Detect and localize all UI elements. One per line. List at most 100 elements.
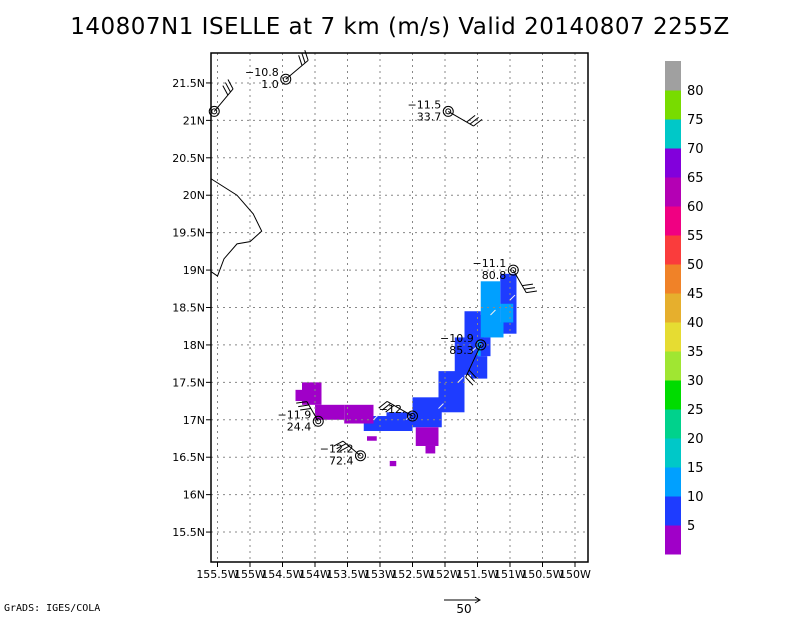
station-label-secondary: 72.4 [329, 455, 354, 468]
wind-barb-staff [465, 344, 482, 378]
wind-vector [373, 414, 379, 421]
y-tick-label: 19.5N [172, 227, 205, 240]
station-marker: −12. [378, 400, 418, 422]
x-tick-label: 154W [299, 568, 331, 581]
colorbar-segment [665, 148, 681, 178]
station-ring-inner [445, 108, 452, 115]
colorbar-segment [665, 525, 681, 555]
station-label-secondary: 85.3 [449, 344, 474, 357]
wind-barb-feather [524, 287, 535, 290]
wind-barb-feather [468, 369, 477, 379]
coastline-layer [210, 178, 263, 277]
colorbar-label: 20 [687, 432, 704, 447]
y-tick-label: 15.5N [172, 526, 205, 539]
y-tick-label: 17.5N [172, 376, 205, 389]
station-marker: −12.272.4 [320, 440, 366, 468]
colorbar-segment [665, 467, 681, 497]
station-ring-outer [407, 410, 418, 422]
x-tick-label: 153.5W [326, 568, 368, 581]
wind-vector [470, 347, 477, 353]
station-ring-outer [475, 339, 487, 351]
x-tick-label: 152W [429, 568, 461, 581]
station-marker: −10.985.3 [440, 332, 487, 386]
colorbar-segment [665, 61, 681, 91]
swath-cell [344, 404, 374, 424]
wind-barb-staff [447, 110, 474, 127]
swath-cell [484, 322, 504, 338]
colorbar-segment [665, 119, 681, 149]
wind-barb-feather [522, 283, 533, 287]
wind-barb-feather [300, 408, 311, 411]
wind-barb-feather [304, 50, 309, 61]
colorbar-label: 80 [687, 84, 704, 99]
station-label-secondary: 80.8 [482, 269, 507, 282]
station-label-primary: −12. [379, 403, 406, 416]
y-tick-label: 20.5N [172, 152, 205, 165]
swath-cell [415, 427, 439, 446]
reference-vector-arrow [444, 596, 481, 604]
x-tick-label: 154.5W [261, 568, 303, 581]
y-tick-label: 18.5N [172, 302, 205, 315]
colorbar: 5 10 15 20 25 30 35 40 45 50 55 60 65 70 75 80 [665, 61, 704, 555]
station-ring-outer [442, 105, 454, 117]
station-marker: −11.533.7 [408, 98, 483, 127]
wind-barb-feather [526, 290, 537, 294]
colorbar-label: 30 [687, 374, 704, 389]
wind-barb-feather [301, 52, 306, 64]
station-label-secondary: 1.0 [261, 78, 279, 91]
colorbar-segment [665, 351, 681, 381]
swath-cell [315, 404, 345, 420]
swath-cell [412, 397, 442, 428]
colorbar-label: 15 [687, 461, 704, 476]
swath-cell [500, 303, 514, 323]
colorbar-label: 35 [687, 345, 704, 360]
wind-barb-feather [336, 443, 347, 450]
grid-lines [211, 53, 588, 562]
y-axis-tick-labels: 15.5N 16N 16.5N 17N 17.5N 18N 18.5N 19N 19.5N 20N… [172, 77, 211, 539]
wind-vector [490, 309, 496, 316]
colorbar-label: 50 [687, 258, 704, 273]
x-tick-label: 150.5W [521, 568, 563, 581]
colorbar-label: 10 [687, 490, 704, 505]
wind-barb-feather [378, 401, 388, 409]
station-ring-inner [477, 341, 484, 348]
wind-barb-feather [466, 373, 476, 382]
station-ring-inner [315, 418, 322, 425]
colorbar-segment [665, 322, 681, 352]
station-label-primary: −10.9 [440, 332, 474, 345]
wind-swath-layer [295, 273, 517, 467]
colorbar-segment [665, 293, 681, 323]
colorbar-label: 70 [687, 142, 704, 157]
station-ring-inner [357, 452, 364, 459]
swath-cell [389, 460, 397, 467]
station-label-primary: −11.5 [408, 98, 442, 111]
wind-barb-staff [512, 269, 527, 293]
wind-barb-feather [227, 79, 234, 90]
colorbar-label: 60 [687, 200, 704, 215]
y-tick-label: 19N [183, 264, 205, 277]
swath-cell [480, 281, 501, 330]
wind-barb-feather [469, 116, 479, 125]
reference-vector-label: 50 [456, 602, 472, 616]
wind-barb-feather [339, 445, 350, 452]
station-marker: −11.924.4 [278, 401, 324, 433]
wind-vector [509, 294, 516, 301]
colorbar-label: 55 [687, 229, 704, 244]
y-tick-label: 20N [183, 189, 205, 202]
colorbar-label: 25 [687, 403, 704, 418]
wind-barb-feather [298, 55, 303, 66]
x-tick-label: 155W [234, 568, 266, 581]
x-tick-label: 150W [559, 568, 591, 581]
colorbar-segment [665, 380, 681, 410]
station-label-secondary: 24.4 [287, 420, 312, 433]
y-tick-label: 16N [183, 489, 205, 502]
wind-barb-feather [466, 114, 476, 123]
wind-barb-feather [222, 85, 229, 96]
station-ring-outer [312, 415, 324, 427]
wind-barb-staff [285, 60, 309, 80]
x-axis-tick-labels: 155.5W155W154.5W154W153.5W153W152.5W152W… [196, 562, 591, 581]
station-label-secondary: 33.7 [417, 110, 442, 123]
software-credit: GrADS: IGES/COLA [4, 603, 101, 614]
x-tick-label: 152.5W [391, 568, 433, 581]
wind-barb-feather [224, 82, 231, 93]
